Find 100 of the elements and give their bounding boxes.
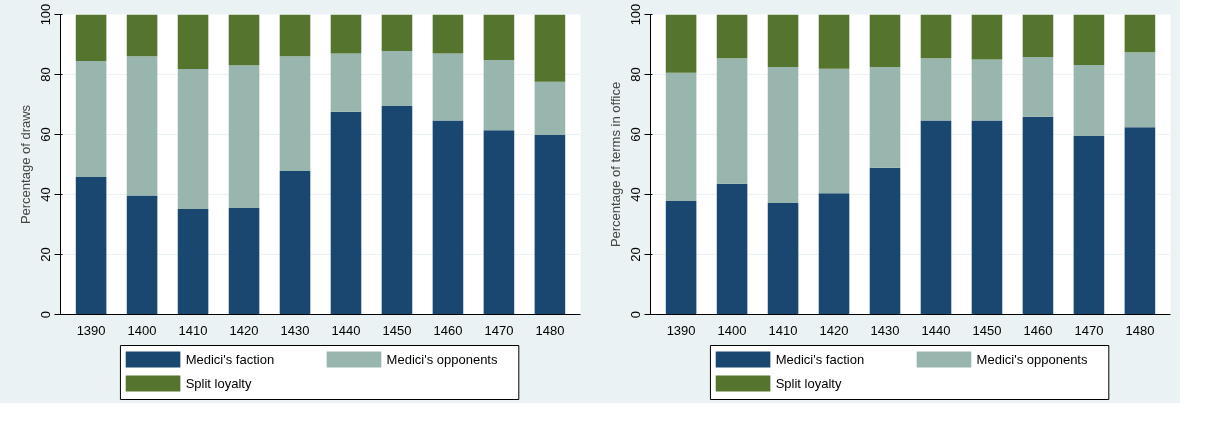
x-tick-label: 1450 xyxy=(972,322,1002,338)
bar xyxy=(920,14,952,59)
bar xyxy=(818,193,850,315)
bar xyxy=(534,135,566,315)
x-tick-label: 1410 xyxy=(768,322,798,338)
bar xyxy=(75,61,107,178)
y-tick-label: 80 xyxy=(627,67,643,82)
bar xyxy=(330,111,362,315)
bar xyxy=(330,14,362,54)
x-tick-label: 1400 xyxy=(127,322,157,338)
bar xyxy=(432,14,464,54)
bar xyxy=(534,14,566,82)
bar xyxy=(126,195,158,315)
bar xyxy=(228,65,260,208)
legend-label: Medici's faction xyxy=(775,352,865,367)
x-tick-label: 1410 xyxy=(178,322,208,338)
bar xyxy=(869,14,901,67)
bar xyxy=(1124,52,1156,128)
y-tick-label: 20 xyxy=(627,247,643,262)
bar xyxy=(75,14,107,61)
bar xyxy=(665,72,697,202)
y-tick-label: 40 xyxy=(627,187,643,202)
bar xyxy=(381,106,413,315)
bar xyxy=(869,67,901,168)
y-tick-label: 100 xyxy=(627,3,643,26)
bar xyxy=(75,177,107,315)
legend-label: Medici's faction xyxy=(185,352,275,367)
bar xyxy=(818,14,850,69)
bar xyxy=(279,171,311,315)
y-tick-label: 60 xyxy=(37,127,53,142)
bar xyxy=(432,120,464,315)
x-tick-label: 1450 xyxy=(382,322,412,338)
bar xyxy=(971,120,1003,315)
bar xyxy=(177,14,209,70)
x-tick-label: 1460 xyxy=(1023,322,1053,338)
bar xyxy=(1022,57,1054,117)
y-tick-label: 60 xyxy=(627,127,643,142)
y-tick-label: 20 xyxy=(37,247,53,262)
bar xyxy=(767,202,799,315)
y-tick-label: 0 xyxy=(37,310,53,319)
bar xyxy=(665,14,697,73)
bar xyxy=(330,53,362,112)
x-tick-label: 1470 xyxy=(484,322,514,338)
bar xyxy=(126,14,158,57)
bar xyxy=(381,14,413,52)
bar xyxy=(126,56,158,196)
x-tick-label: 1420 xyxy=(819,322,849,338)
bar xyxy=(1073,14,1105,65)
bar xyxy=(279,56,311,172)
x-tick-label: 1440 xyxy=(331,322,361,338)
bar xyxy=(716,14,748,59)
y-tick-label: 40 xyxy=(37,187,53,202)
x-tick-label: 1480 xyxy=(1125,322,1155,338)
x-tick-label: 1420 xyxy=(229,322,259,338)
bar xyxy=(1124,127,1156,315)
bar xyxy=(1022,14,1054,58)
bar xyxy=(432,53,464,121)
legend-label: Split loyalty xyxy=(185,376,252,391)
bar xyxy=(483,130,515,315)
legend-label: Medici's opponents xyxy=(386,352,498,367)
x-tick-label: 1400 xyxy=(717,322,747,338)
x-tick-label: 1440 xyxy=(921,322,951,338)
bar xyxy=(483,60,515,131)
bar xyxy=(534,81,566,136)
x-tick-label: 1470 xyxy=(1074,322,1104,338)
bar xyxy=(1073,136,1105,315)
bar xyxy=(228,208,260,315)
bar xyxy=(228,14,260,66)
x-tick-label: 1430 xyxy=(280,322,310,338)
y-axis-title: Percentage of terms in office xyxy=(607,81,623,248)
bar xyxy=(381,51,413,106)
bar xyxy=(483,14,515,61)
x-tick-label: 1390 xyxy=(76,322,106,338)
bar xyxy=(177,69,209,209)
legend-label: Medici's opponents xyxy=(976,352,1088,367)
y-tick-label: 80 xyxy=(37,67,53,82)
bar xyxy=(1073,64,1105,136)
bar xyxy=(716,183,748,315)
bar xyxy=(920,120,952,315)
x-tick-label: 1480 xyxy=(535,322,565,338)
legend-label: Split loyalty xyxy=(775,376,842,391)
bar xyxy=(767,14,799,67)
bar xyxy=(665,201,697,315)
x-tick-label: 1460 xyxy=(433,322,463,338)
y-tick-label: 100 xyxy=(37,3,53,26)
bar xyxy=(869,167,901,315)
x-tick-label: 1430 xyxy=(870,322,900,338)
bar xyxy=(818,68,850,194)
bar xyxy=(971,59,1003,121)
bar xyxy=(716,58,748,184)
bar xyxy=(1124,14,1156,53)
bar xyxy=(971,14,1003,60)
bar xyxy=(1022,116,1054,315)
y-tick-label: 0 xyxy=(627,310,643,319)
y-axis-title: Percentage of draws xyxy=(17,104,33,225)
bar xyxy=(767,67,799,203)
x-tick-label: 1390 xyxy=(666,322,696,338)
bar xyxy=(279,14,311,57)
bar xyxy=(177,208,209,315)
bar xyxy=(920,58,952,121)
